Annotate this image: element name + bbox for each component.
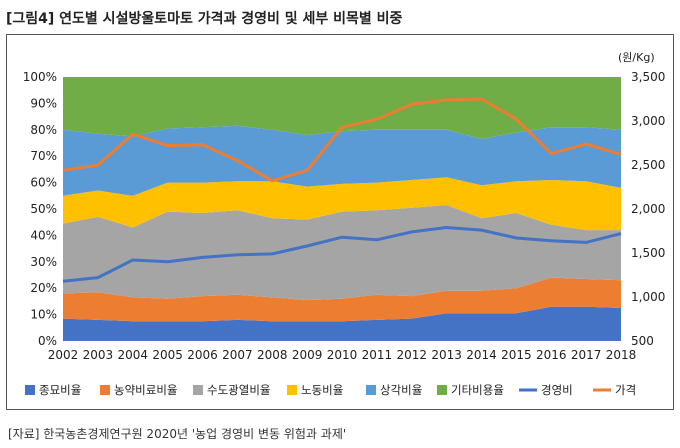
left-tick-label: 0%: [38, 334, 57, 348]
legend-swatch: [100, 385, 110, 395]
legend-item: 기타비용율: [437, 383, 504, 397]
legend-item: 종묘비율: [25, 383, 81, 397]
legend-swatch: [25, 385, 35, 395]
legend-item: 노동비율: [287, 383, 343, 397]
legend-swatch: [437, 385, 447, 395]
left-tick-label: 20%: [30, 281, 57, 295]
line-2: [62, 97, 622, 183]
area-series-6: [63, 77, 621, 139]
legend-label: 종묘비율: [39, 383, 81, 397]
right-tick-label: 3,000: [631, 114, 665, 128]
left-tick-label: 50%: [30, 202, 57, 216]
legend-label: 노동비율: [301, 383, 343, 397]
legend: 종묘비율 농약비료비율 수도광열비율 노동비율 상각비율 기타비용율 경영비 가격: [25, 383, 636, 397]
left-tick-label: 90%: [30, 96, 57, 110]
right-tick-label: 2,500: [631, 158, 665, 172]
x-tick-label: 2012: [396, 348, 427, 362]
left-tick-label: 30%: [30, 255, 57, 269]
left-tick-label: 60%: [30, 176, 57, 190]
left-tick-label: 80%: [30, 123, 57, 137]
right-axis: 500 1,000 1,500 2,000 2,500 3,000 3,500: [631, 70, 665, 348]
x-tick-label: 2018: [606, 348, 637, 362]
right-tick-label: 3,500: [631, 70, 665, 84]
area-series-1: [63, 306, 621, 341]
legend-label: 수도광열비율: [207, 383, 270, 397]
chart-panel: 0% 10% 20% 30% 40% 50% 60% 70% 80% 90% 100% 500 1,0…: [6, 34, 674, 410]
legend-label: 농약비료비율: [114, 383, 177, 397]
x-tick-label: 2005: [152, 348, 183, 362]
legend-item: 수도광열비율: [193, 383, 270, 397]
x-tick-label: 2009: [292, 348, 323, 362]
x-tick-label: 2014: [466, 348, 497, 362]
right-tick-label: 500: [631, 334, 654, 348]
x-tick-label: 2011: [362, 348, 393, 362]
left-tick-label: 70%: [30, 149, 57, 163]
right-tick-label: 1,500: [631, 246, 665, 260]
stacked-areas: [63, 77, 621, 341]
area-series-2: [63, 277, 621, 322]
legend-item: 가격: [593, 383, 636, 397]
x-tick-label: 2010: [327, 348, 358, 362]
left-tick-label: 40%: [30, 228, 57, 242]
x-tick-label: 2004: [117, 348, 148, 362]
legend-item: 경영비: [519, 383, 573, 397]
x-axis: 2002 2003 2004 2005 2006 2007 2008 2009 2010 2011…: [48, 348, 637, 362]
x-tick-label: 2008: [257, 348, 288, 362]
left-axis: 0% 10% 20% 30% 40% 50% 60% 70% 80% 90% 100%: [23, 70, 57, 348]
chart-svg: 0% 10% 20% 30% 40% 50% 60% 70% 80% 90% 100% 500 1,0…: [23, 51, 666, 397]
legend-swatch: [193, 385, 203, 395]
x-tick-label: 2017: [571, 348, 602, 362]
right-tick-label: 1,000: [631, 290, 665, 304]
right-axis-unit: (원/Kg): [618, 51, 655, 64]
figure-title: [그림4] 연도별 시설방울토마토 가격과 경영비 및 세부 비목별 비중: [6, 11, 403, 27]
line-1: [62, 226, 622, 283]
x-tick-label: 2015: [501, 348, 532, 362]
x-tick-label: 2007: [222, 348, 253, 362]
legend-label: 경영비: [541, 383, 573, 397]
x-tick-label: 2006: [187, 348, 218, 362]
legend-swatch: [366, 385, 376, 395]
line-series: [62, 97, 622, 283]
x-tick-label: 2016: [536, 348, 567, 362]
left-tick-label: 100%: [23, 70, 57, 84]
area-series-4: [63, 177, 621, 231]
legend-label: 상각비율: [380, 383, 422, 397]
x-tick-label: 2003: [83, 348, 114, 362]
legend-item: 상각비율: [366, 383, 422, 397]
source-note: [자료] 한국농촌경제연구원 2020년 '농업 경영비 변동 위험과 과제': [8, 427, 347, 441]
x-tick-label: 2002: [48, 348, 79, 362]
legend-label: 기타비용율: [451, 383, 504, 397]
legend-label: 가격: [615, 383, 636, 397]
legend-item: 농약비료비율: [100, 383, 177, 397]
left-tick-label: 10%: [30, 308, 57, 322]
x-tick-label: 2013: [431, 348, 462, 362]
legend-swatch: [287, 385, 297, 395]
right-tick-label: 2,000: [631, 202, 665, 216]
